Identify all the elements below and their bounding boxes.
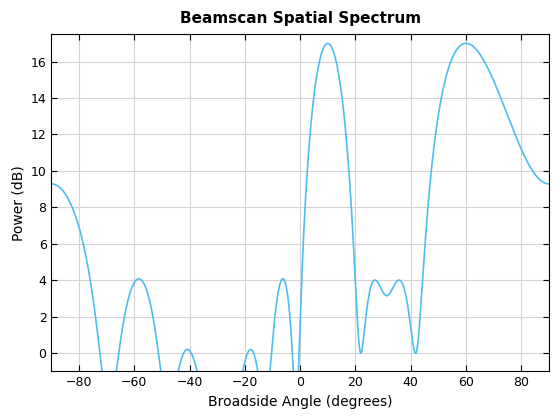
Y-axis label: Power (dB): Power (dB): [11, 165, 25, 241]
Title: Beamscan Spatial Spectrum: Beamscan Spatial Spectrum: [180, 11, 421, 26]
X-axis label: Broadside Angle (degrees): Broadside Angle (degrees): [208, 395, 393, 409]
